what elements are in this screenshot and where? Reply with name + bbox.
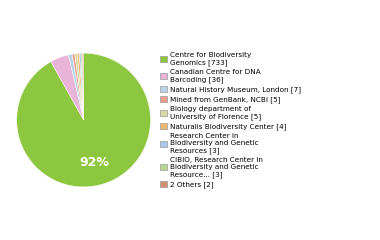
Wedge shape: [72, 54, 84, 120]
Wedge shape: [75, 54, 84, 120]
Legend: Centre for Biodiversity
Genomics [733], Canadian Centre for DNA
Barcoding [36], : Centre for Biodiversity Genomics [733], …: [160, 52, 301, 188]
Wedge shape: [79, 53, 84, 120]
Wedge shape: [17, 53, 150, 187]
Wedge shape: [68, 54, 84, 120]
Wedge shape: [51, 55, 84, 120]
Wedge shape: [81, 53, 84, 120]
Text: 92%: 92%: [80, 156, 109, 168]
Wedge shape: [77, 53, 84, 120]
Wedge shape: [82, 53, 84, 120]
